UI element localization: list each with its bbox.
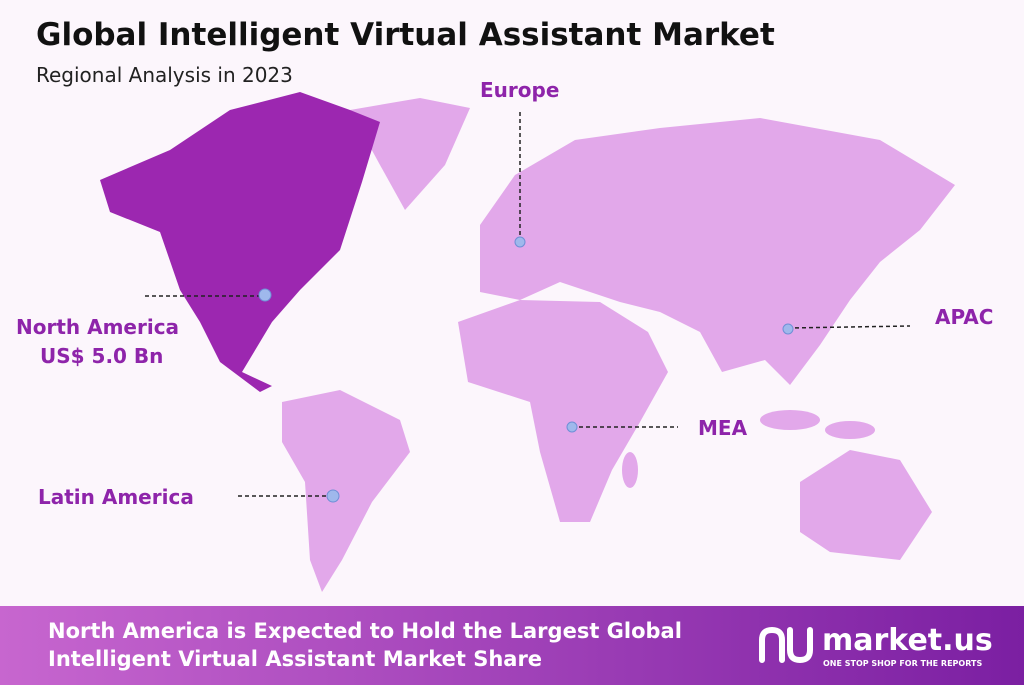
- eurasia: [480, 118, 955, 385]
- brand-name: market.us: [822, 623, 993, 658]
- footer: North America is Expected to Hold the La…: [0, 606, 1024, 685]
- title: Global Intelligent Virtual Assistant Mar…: [36, 17, 775, 53]
- africa: [458, 300, 668, 522]
- marker: [258, 288, 272, 302]
- subtitle: Regional Analysis in 2023: [36, 63, 293, 87]
- marker: [782, 323, 794, 335]
- madagascar: [622, 452, 638, 488]
- new-guinea: [825, 421, 875, 439]
- region-label: Latin America: [38, 485, 194, 509]
- leader-line: [787, 325, 911, 329]
- greenland: [350, 98, 470, 210]
- world-map: [100, 92, 955, 592]
- marker: [514, 236, 526, 248]
- indonesia: [760, 410, 820, 430]
- region-label: MEA: [698, 416, 748, 440]
- region-label: Europe: [480, 78, 559, 102]
- south-america: [282, 390, 410, 592]
- region-value: US$ 5.0 Bn: [40, 344, 163, 368]
- footer-line: North America is Expected to Hold the La…: [48, 619, 682, 643]
- region-label: APAC: [935, 305, 993, 329]
- region-label: North America: [16, 315, 179, 339]
- australia: [800, 450, 932, 560]
- brand-logo: [759, 626, 813, 664]
- marker: [566, 421, 578, 433]
- footer-band: [0, 606, 1024, 685]
- marker: [326, 489, 340, 503]
- north-america: [100, 92, 380, 392]
- footer-line: Intelligent Virtual Assistant Market Sha…: [48, 647, 542, 671]
- callouts: North America US$ 5.0 Bn Europe APAC MEA…: [16, 78, 993, 509]
- brand-tagline: ONE STOP SHOP FOR THE REPORTS: [823, 659, 982, 668]
